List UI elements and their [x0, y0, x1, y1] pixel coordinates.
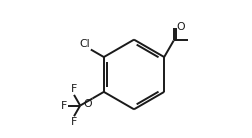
Text: O: O — [175, 22, 184, 32]
Text: F: F — [71, 117, 77, 127]
Text: F: F — [71, 84, 77, 94]
Text: Cl: Cl — [79, 39, 90, 49]
Text: O: O — [83, 99, 92, 109]
Text: F: F — [60, 101, 67, 111]
